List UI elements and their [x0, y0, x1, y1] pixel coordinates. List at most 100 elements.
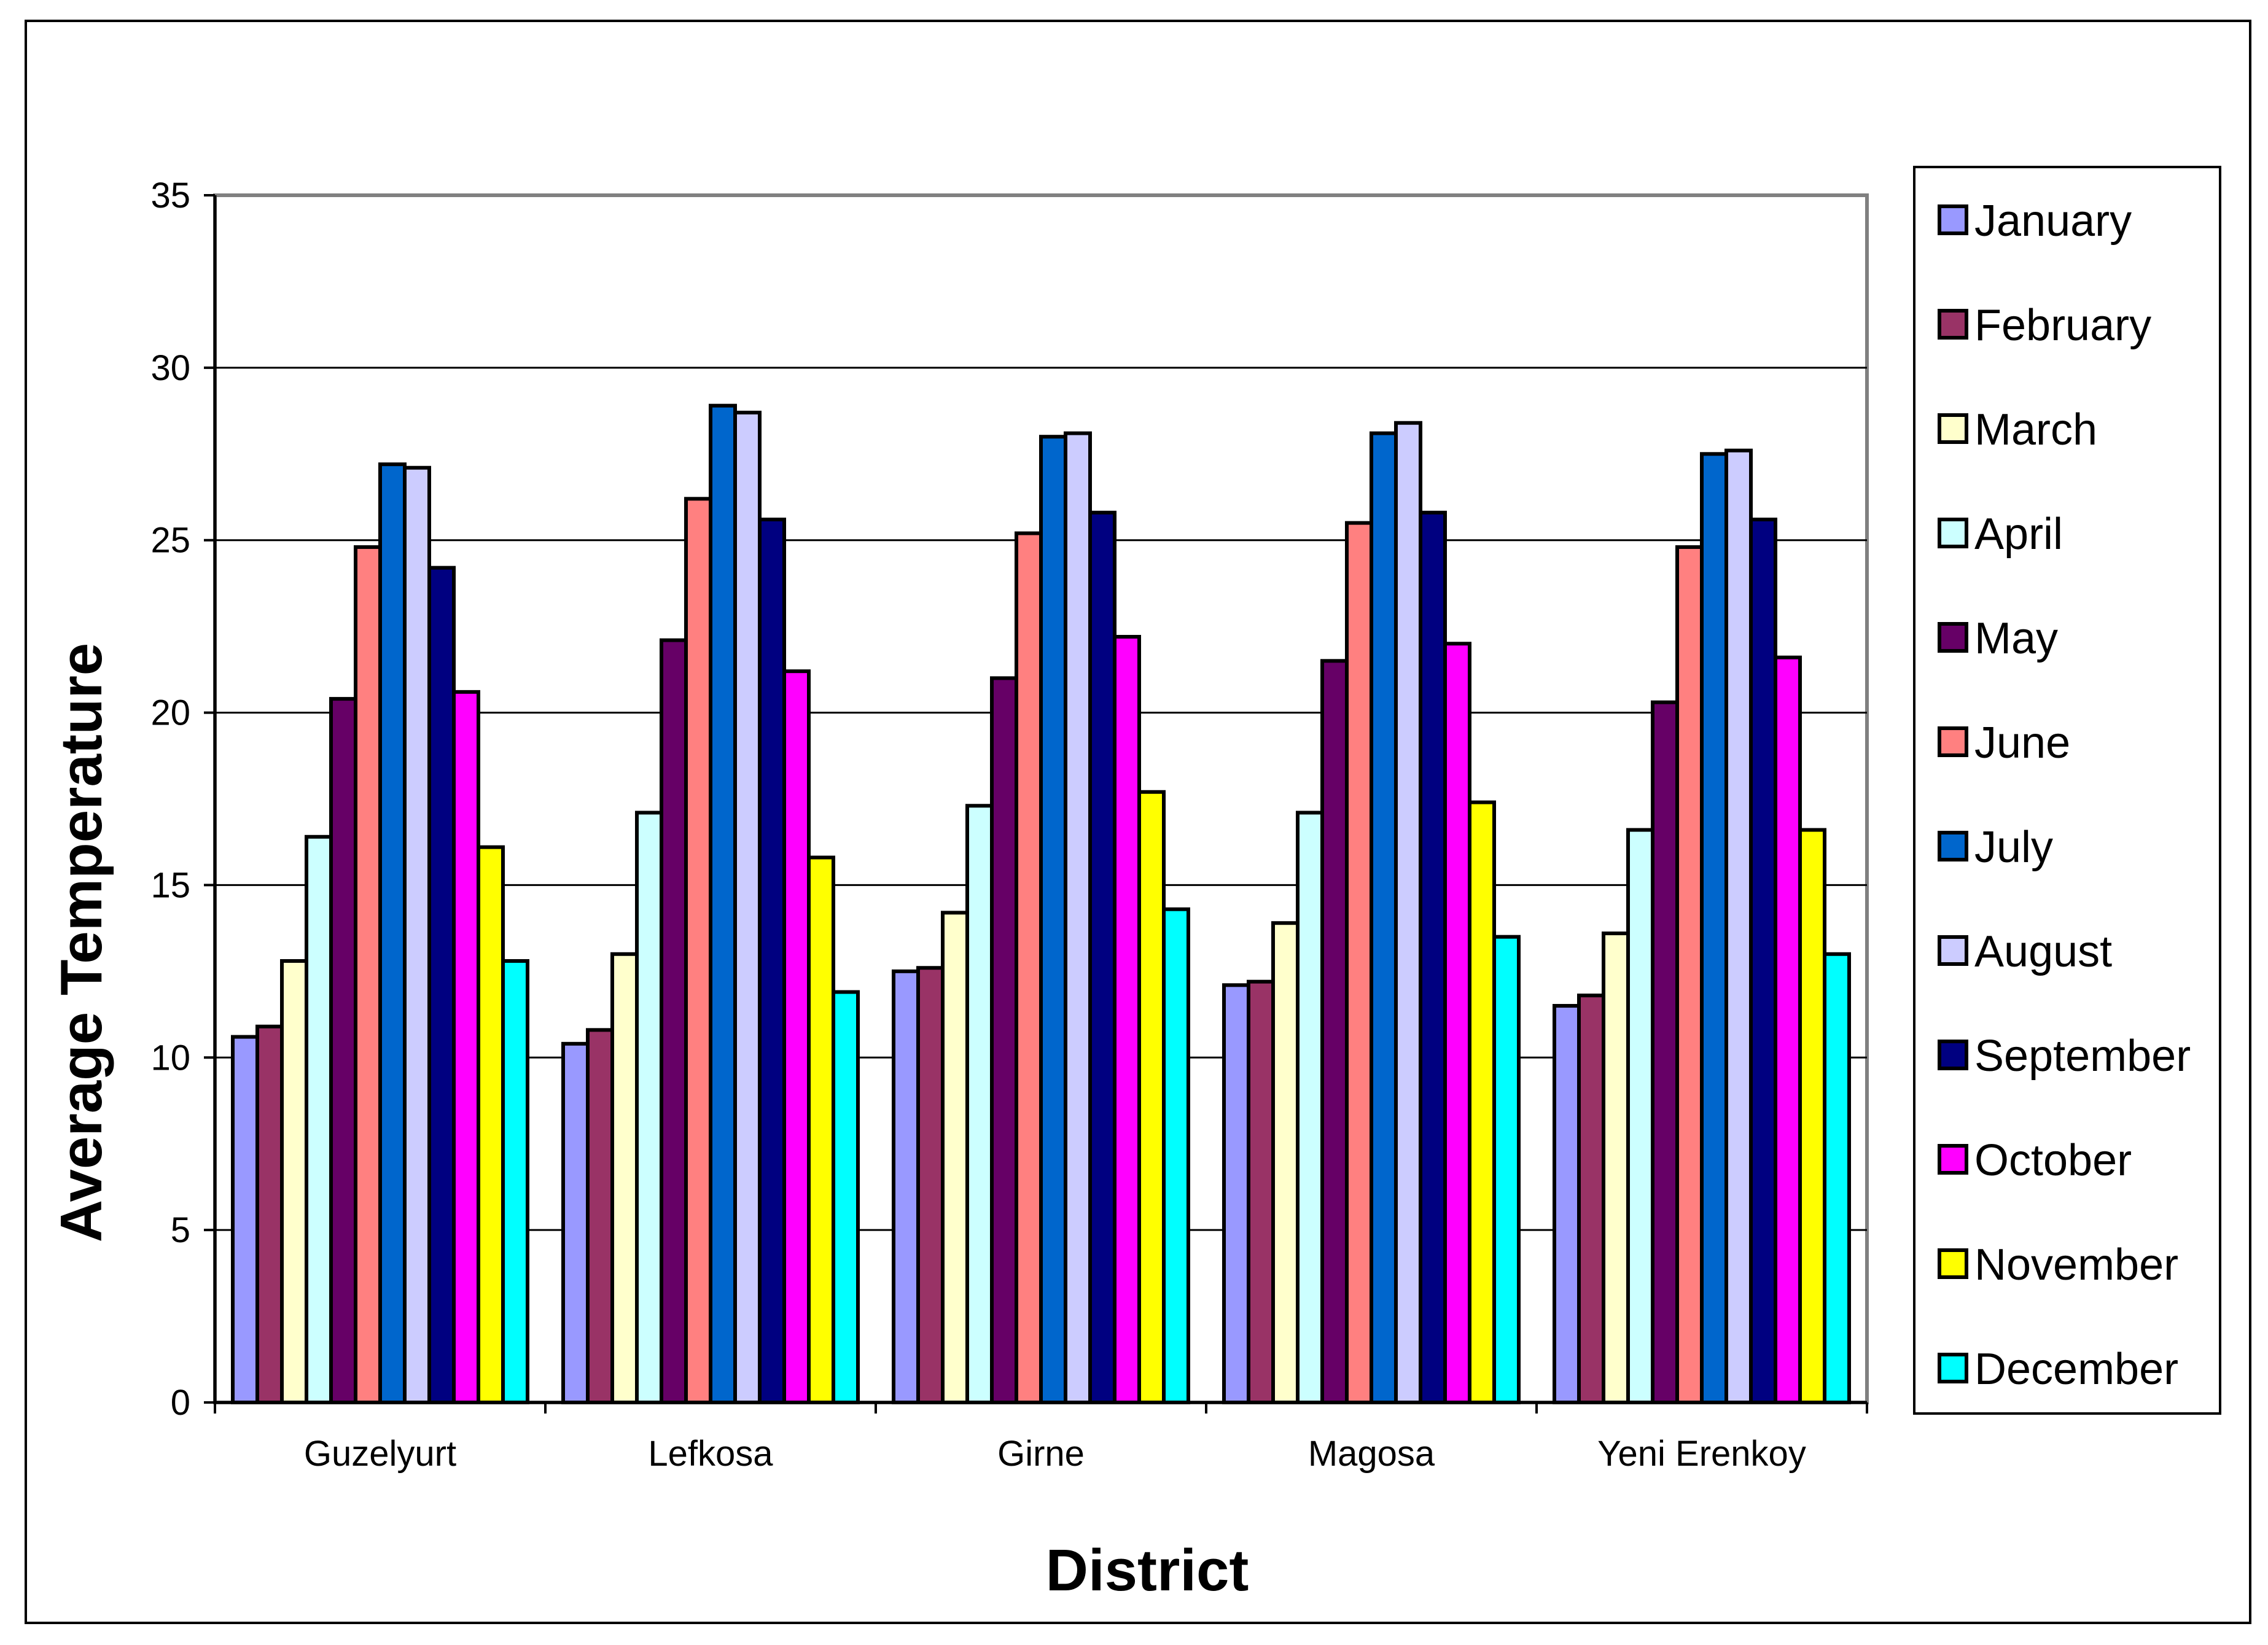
legend-swatch — [1938, 1144, 1968, 1175]
bar-august-guzelyurt — [403, 465, 431, 1404]
bar-november-magosa — [1468, 800, 1496, 1405]
bar-december-lefkosa — [832, 990, 860, 1405]
y-tick-label: 25 — [150, 521, 190, 561]
bar-july-girne — [1039, 435, 1067, 1405]
bar-june-girne — [1015, 531, 1043, 1404]
bar-february-girne — [916, 966, 945, 1404]
legend-label: September — [1974, 1032, 2191, 1081]
y-tick-label: 35 — [150, 176, 190, 216]
bar-august-girne — [1064, 431, 1092, 1404]
bar-january-yeni-erenkoy — [1553, 1004, 1581, 1404]
bar-march-guzelyurt — [280, 959, 308, 1404]
bar-november-guzelyurt — [477, 845, 505, 1404]
bar-january-lefkosa — [561, 1041, 590, 1404]
legend-label: August — [1974, 927, 2112, 976]
legend-label: July — [1974, 823, 2053, 872]
bar-december-yeni-erenkoy — [1823, 952, 1851, 1405]
bar-february-guzelyurt — [255, 1024, 284, 1404]
bar-october-guzelyurt — [452, 690, 480, 1404]
bar-may-girne — [990, 676, 1018, 1404]
bar-february-lefkosa — [586, 1028, 614, 1404]
y-tick-label: 20 — [150, 693, 190, 733]
x-category-label: Girne — [997, 1434, 1085, 1474]
x-category-label: Magosa — [1308, 1434, 1435, 1474]
bar-february-magosa — [1247, 979, 1275, 1405]
y-tick-labels: 0 5 10 15 20 25 30 35 — [150, 176, 190, 1423]
legend-swatch — [1938, 1353, 1968, 1383]
bar-november-lefkosa — [807, 855, 835, 1404]
legend-swatch — [1938, 413, 1968, 444]
x-category-label: Yeni Erenkoy — [1597, 1434, 1806, 1474]
bar-may-guzelyurt — [329, 697, 357, 1404]
legend-label: March — [1974, 405, 2097, 454]
bar-january-girne — [892, 969, 920, 1405]
y-tick-label: 15 — [150, 865, 190, 905]
bar-april-guzelyurt — [305, 834, 333, 1404]
legend-label: January — [1974, 196, 2132, 246]
legend: January February March April May June July Augu… — [1913, 166, 2221, 1415]
y-axis-title: Average Temperature — [49, 643, 114, 1242]
axes — [204, 194, 1868, 1414]
y-tick-label: 0 — [171, 1383, 190, 1423]
legend-swatch — [1938, 518, 1968, 548]
bar-april-girne — [965, 804, 994, 1404]
legend-label: May — [1974, 614, 2058, 663]
bar-june-magosa — [1345, 521, 1373, 1405]
bar-april-yeni-erenkoy — [1626, 828, 1654, 1405]
bar-june-lefkosa — [684, 497, 712, 1404]
legend-label: February — [1974, 301, 2151, 350]
bar-september-guzelyurt — [427, 566, 456, 1404]
legend-swatch — [1938, 204, 1968, 235]
x-axis-title: District — [1046, 1538, 1249, 1603]
bar-october-lefkosa — [782, 669, 811, 1404]
legend-swatch — [1938, 726, 1968, 757]
bar-july-yeni-erenkoy — [1700, 452, 1728, 1404]
bar-july-lefkosa — [709, 403, 737, 1404]
legend-swatch — [1938, 1040, 1968, 1070]
bar-september-yeni-erenkoy — [1749, 518, 1777, 1404]
bar-december-magosa — [1492, 935, 1521, 1404]
bar-march-yeni-erenkoy — [1602, 931, 1630, 1405]
bar-may-yeni-erenkoy — [1651, 700, 1679, 1404]
x-category-labels: Guzelyurt Lefkosa Girne Magosa Yeni Erenkoy — [304, 1434, 1806, 1474]
legend-label: April — [1974, 510, 2063, 559]
legend-swatch — [1938, 309, 1968, 340]
bar-september-lefkosa — [758, 518, 786, 1404]
bar-march-girne — [941, 911, 969, 1404]
bar-october-yeni-erenkoy — [1774, 655, 1802, 1404]
y-tick-label: 30 — [150, 348, 190, 388]
bar-november-yeni-erenkoy — [1798, 828, 1826, 1405]
bar-march-lefkosa — [610, 952, 639, 1405]
legend-label: October — [1974, 1136, 2132, 1185]
legend-swatch — [1938, 1248, 1968, 1279]
bar-december-guzelyurt — [501, 959, 529, 1404]
bar-august-yeni-erenkoy — [1724, 448, 1753, 1404]
legend-swatch — [1938, 831, 1968, 861]
bar-february-yeni-erenkoy — [1577, 994, 1605, 1404]
y-tick-label: 5 — [171, 1210, 190, 1250]
bar-june-guzelyurt — [354, 545, 382, 1404]
bar-march-magosa — [1271, 921, 1300, 1404]
bar-august-magosa — [1394, 421, 1422, 1404]
bar-september-magosa — [1419, 510, 1447, 1405]
x-category-label: Guzelyurt — [304, 1434, 456, 1474]
bar-december-girne — [1162, 907, 1190, 1404]
bar-november-girne — [1137, 790, 1166, 1405]
legend-box — [1913, 166, 2221, 1415]
bar-may-magosa — [1320, 659, 1349, 1404]
legend-swatch — [1938, 622, 1968, 653]
x-category-label: Lefkosa — [648, 1434, 773, 1474]
bar-april-lefkosa — [635, 811, 663, 1405]
bar-october-girne — [1113, 634, 1141, 1404]
legend-swatch — [1938, 935, 1968, 966]
y-tick-label: 10 — [150, 1038, 190, 1078]
bar-august-lefkosa — [733, 410, 762, 1404]
bars — [231, 403, 1851, 1405]
legend-label: December — [1974, 1345, 2178, 1394]
legend-items: January February March April May June July Augu… — [1938, 196, 2191, 1394]
bar-january-guzelyurt — [231, 1035, 259, 1404]
legend-label: June — [1974, 718, 2070, 768]
bar-september-girne — [1088, 510, 1116, 1405]
bar-july-guzelyurt — [378, 462, 407, 1405]
